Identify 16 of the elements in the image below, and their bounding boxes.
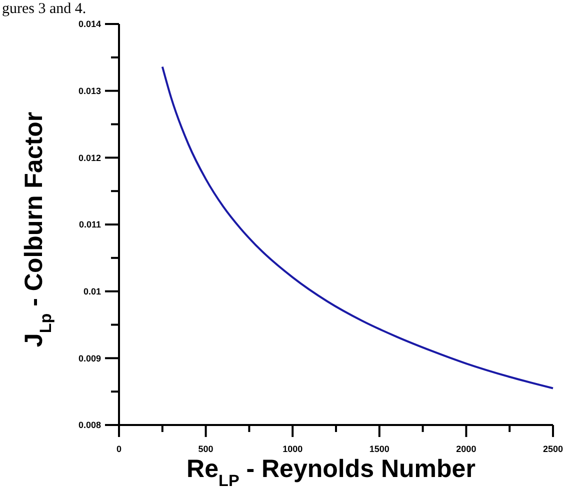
text: gures 3 and 4. [2,1,86,17]
x-tick-label: 1500 [369,444,390,454]
line-series [161,66,554,390]
y-tick-label: 0.012 [78,152,101,163]
y-tick-label: 0.009 [78,353,101,364]
y-tick-label: 0.014 [78,19,101,30]
x-axis-title: Re$_{LP}$ - Reynolds Number [186,455,476,490]
y-tick-label: 0.01 [83,286,101,296]
x-tick-label: 500 [198,444,214,454]
y-tick-label: 0.011 [78,220,101,230]
x-tick-label: 0 [116,444,122,454]
x-tick-label: 1000 [282,444,303,454]
y-tick-label: 0.013 [78,86,101,96]
x-tick-label: 2000 [456,444,476,454]
x-tick-label: 2500 [542,444,564,454]
y-tick-label: 0.008 [78,420,101,430]
